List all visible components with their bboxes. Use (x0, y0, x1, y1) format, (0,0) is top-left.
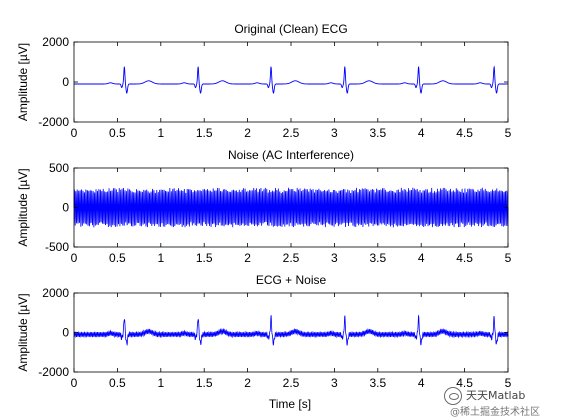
chart-1-title: Original (Clean) ECG (234, 22, 347, 36)
chart-2-xtick-label: 3 (331, 251, 338, 265)
chart-1-xtick-label: 4.5 (456, 126, 473, 140)
chart-1-xtick-label: 1.5 (196, 126, 213, 140)
chart-3-xtick-label: 3 (331, 376, 338, 390)
chart-3-ytick-label: 2000 (42, 286, 69, 300)
chart-2-xtick-label: 0 (71, 251, 78, 265)
chart-1-xtick-label: 2 (244, 126, 251, 140)
chart-3-ytick-label: -2000 (38, 365, 69, 379)
chart-1-xtick-label: 0.5 (109, 126, 126, 140)
figure-xlabel: Time [s] (269, 397, 311, 411)
chart-3-xtick-label: 0.5 (109, 376, 126, 390)
chart-2-series-line (73, 187, 509, 228)
chart-2-xtick-label: 5 (505, 251, 512, 265)
chart-3-xtick-label: 1.5 (196, 376, 213, 390)
chart-1-ylabel: Amplitude [µV] (16, 43, 30, 121)
chart-2-xtick-label: 4 (418, 251, 425, 265)
chart-3-xtick-label: 4 (418, 376, 425, 390)
chart-3-xtick-label: 3.5 (369, 376, 386, 390)
chart-2-xtick-label: 2 (244, 251, 251, 265)
chart-2-xtick-label: 4.5 (456, 251, 473, 265)
chart-3-xtick-label: 2 (244, 376, 251, 390)
chart-3-xtick-label: 4.5 (456, 376, 473, 390)
chart-1-xtick-label: 0 (71, 126, 78, 140)
chart-3-series-line (73, 314, 509, 346)
watermark-name: 天天Matlab (466, 389, 526, 402)
chart-2-ylabel: Amplitude [µV] (16, 168, 30, 246)
chart-1-xtick-label: 2.5 (283, 126, 300, 140)
chart-1-series-line (74, 65, 509, 94)
chart-2-xtick-label: 1.5 (196, 251, 213, 265)
chart-1-xtick-label: 4 (418, 126, 425, 140)
chart-1-xtick-label: 3.5 (369, 126, 386, 140)
chart-2-xtick-label: 3.5 (369, 251, 386, 265)
chart-2-title: Noise (AC Interference) (228, 148, 354, 162)
chart-1-xtick-label: 3 (331, 126, 338, 140)
chart-2-ytick-label: 500 (49, 161, 69, 175)
wechat-icon (444, 387, 462, 405)
chart-3-xtick-label: 5 (505, 376, 512, 390)
chart-1-xtick-label: 1 (157, 126, 164, 140)
chart-3-xtick-label: 2.5 (283, 376, 300, 390)
chart-2-ytick-label: -500 (45, 240, 69, 254)
chart-3-title: ECG + Noise (256, 273, 327, 287)
chart-1-xtick-label: 5 (505, 126, 512, 140)
chart-3-xtick-label: 1 (157, 376, 164, 390)
chart-3-xtick-label: 0 (71, 376, 78, 390)
chart-2-ytick-label: 0 (62, 201, 69, 215)
chart-2-xtick-label: 1 (157, 251, 164, 265)
chart-1-ytick-label: 2000 (42, 35, 69, 49)
watermark: 天天Matlab @稀土掘金技术社区 (444, 387, 558, 418)
chart-2-xtick-label: 0.5 (109, 251, 126, 265)
chart-1-ytick-label: 0 (62, 75, 69, 89)
chart-1-ytick-label: -2000 (38, 115, 69, 129)
chart-3-ytick-label: 0 (62, 326, 69, 340)
chart-2-xtick-label: 2.5 (283, 251, 300, 265)
watermark-sub: @稀土掘金技术社区 (450, 407, 540, 418)
chart-3-ylabel: Amplitude [µV] (16, 293, 30, 371)
